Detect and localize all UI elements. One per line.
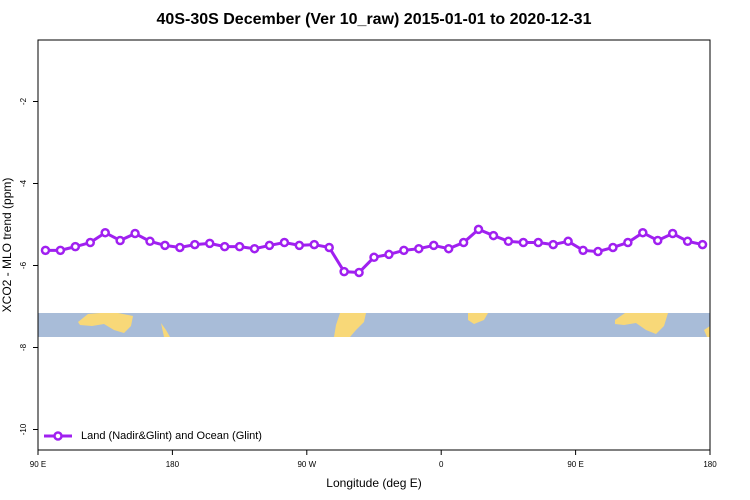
data-point <box>384 249 394 260</box>
data-point <box>608 242 618 253</box>
data-point <box>638 227 648 238</box>
x-tick-label: 90 E <box>30 460 46 469</box>
data-point <box>518 237 529 248</box>
x-axis-label: Longitude (deg E) <box>326 476 421 490</box>
data-point <box>443 243 454 254</box>
data-point <box>309 239 320 250</box>
x-tick-label: 0 <box>439 460 444 469</box>
x-tick-label: 90 E <box>567 460 583 469</box>
data-point <box>578 245 588 256</box>
data-point <box>369 252 379 263</box>
data-point <box>458 237 469 248</box>
y-tick-label: -6 <box>19 261 28 269</box>
data-point <box>175 242 185 253</box>
y-axis-label: XCO2 - MLO trend (ppm) <box>0 178 14 313</box>
y-tick-label: -4 <box>19 179 28 187</box>
x-tick-label: 180 <box>703 460 717 469</box>
data-point <box>623 237 633 248</box>
data-point <box>204 238 215 249</box>
data-point <box>399 245 409 256</box>
data-point <box>249 243 260 254</box>
data-point <box>548 239 558 250</box>
data-point <box>115 235 125 246</box>
data-point <box>339 266 349 277</box>
data-point <box>473 224 484 235</box>
data-point <box>145 236 155 247</box>
data-point <box>294 240 305 251</box>
data-point <box>264 240 275 251</box>
data-point <box>55 245 66 256</box>
x-tick-label: 90 W <box>297 460 316 469</box>
data-point <box>428 240 439 251</box>
data-point <box>652 235 663 246</box>
data-point <box>70 241 81 252</box>
data-point <box>503 236 514 247</box>
data-point <box>160 240 170 251</box>
series-line <box>45 227 703 275</box>
data-point <box>40 245 51 256</box>
plot-frame <box>37 39 711 451</box>
data-point <box>533 237 544 248</box>
data-point <box>85 237 96 248</box>
data-point <box>279 237 290 248</box>
y-tick-label: -8 <box>19 343 28 351</box>
chart-title: 40S-30S December (Ver 10_raw) 2015-01-01… <box>157 11 592 28</box>
data-point <box>234 241 245 252</box>
data-point <box>219 241 230 252</box>
data-point <box>130 228 140 239</box>
data-point <box>593 246 603 257</box>
data-point <box>488 230 499 241</box>
data-point <box>354 267 364 278</box>
data-point <box>324 242 334 253</box>
data-point <box>563 236 573 247</box>
x-tick-label: 180 <box>166 460 180 469</box>
data-point <box>682 236 693 247</box>
y-tick-label: -2 <box>19 97 28 105</box>
map-strip <box>38 313 710 337</box>
data-point <box>667 228 678 239</box>
data-point <box>190 239 200 250</box>
y-tick-label: -10 <box>19 423 28 435</box>
legend-marker <box>53 431 63 441</box>
legend-label: Land (Nadir&Glint) and Ocean (Glint) <box>81 430 262 442</box>
data-point <box>697 239 708 250</box>
data-point <box>414 243 424 254</box>
data-point <box>100 227 110 238</box>
